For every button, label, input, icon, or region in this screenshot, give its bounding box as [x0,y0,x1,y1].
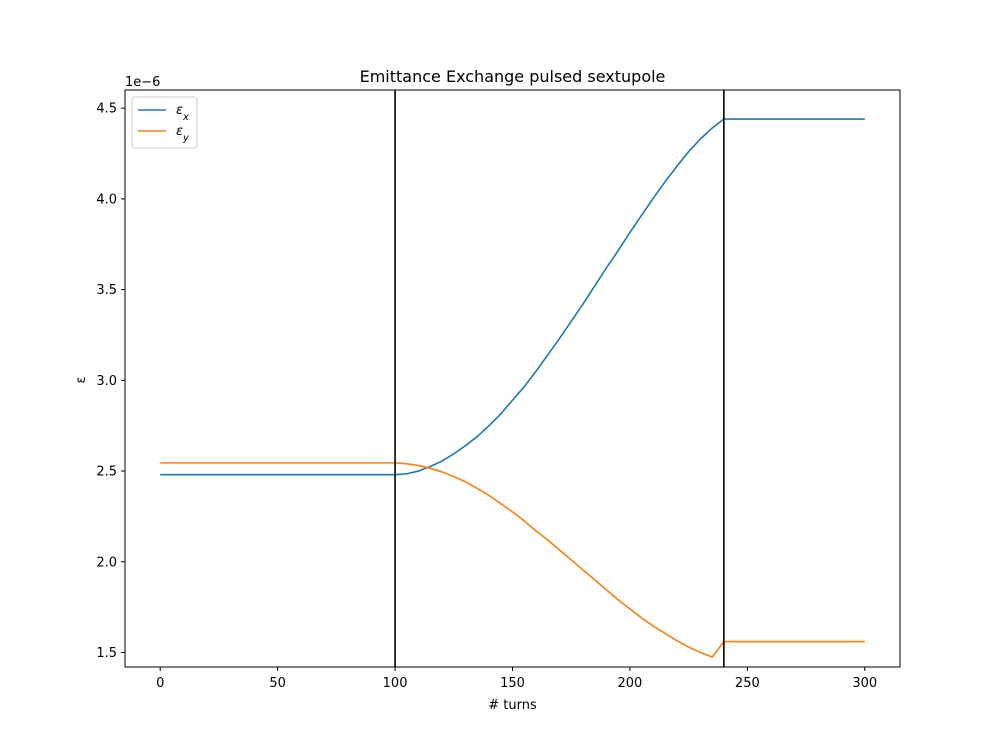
x-tick-label: 0 [156,676,164,691]
y-tick-label: 3.0 [96,374,117,389]
y-tick-label: 2.0 [96,555,117,570]
y-axis-label: ε [74,376,89,383]
y-axis-offset-label: 1e−6 [125,75,160,90]
x-tick-label: 100 [383,676,408,691]
y-tick-label: 2.5 [96,465,117,480]
y-tick-label: 4.5 [96,102,117,117]
series-line-epsilon-y [160,462,865,658]
legend-label: εx [176,103,189,123]
chart-title: Emittance Exchange pulsed sextupole [360,67,666,86]
x-tick-label: 150 [500,676,525,691]
plot-area: 0 50 100 150 200 250 300 1.5 2.0 2.5 3.0 3.5 4.0 4.5 [96,89,901,691]
x-tick-label: 300 [852,676,877,691]
x-tick-label: 200 [618,676,643,691]
y-tick-label: 3.5 [96,283,117,298]
series-line-epsilon-x [160,118,865,476]
x-tick-label: 50 [269,676,286,691]
legend-label: εy [176,124,190,144]
x-tick-label: 250 [735,676,760,691]
x-axis-label: # turns [488,698,537,713]
y-tick-label: 4.0 [96,192,117,207]
y-tick-label: 1.5 [96,646,117,661]
